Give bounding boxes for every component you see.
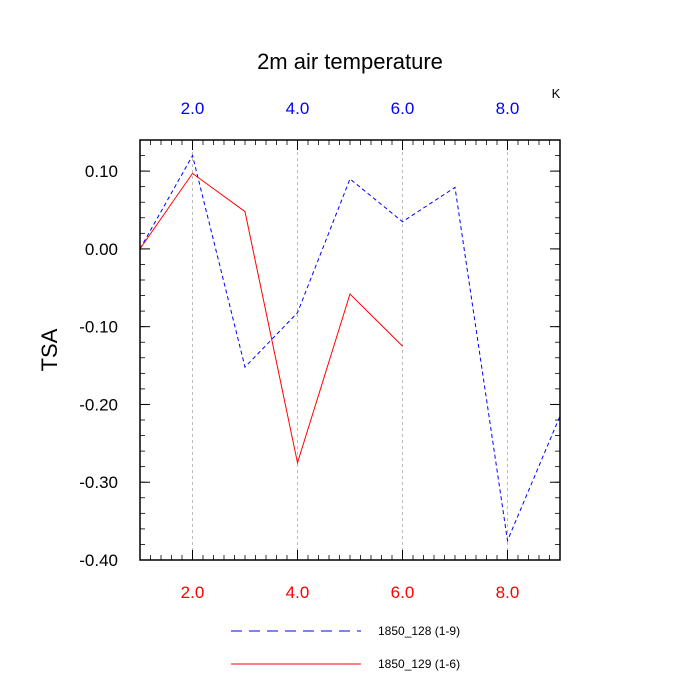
y-tick-label: -0.20 bbox=[79, 395, 118, 414]
series-line-1 bbox=[139, 154, 561, 543]
units-label: K bbox=[552, 86, 561, 101]
y-tick-label: -0.40 bbox=[79, 551, 118, 570]
x-tick-label-top: 6.0 bbox=[391, 99, 415, 118]
series-line-2 bbox=[139, 172, 403, 465]
x-tick-label-top: 2.0 bbox=[181, 99, 205, 118]
y-tick-label: 0.10 bbox=[85, 162, 118, 181]
plot-frame bbox=[139, 139, 561, 561]
series-group bbox=[139, 154, 561, 543]
chart-title: 2m air temperature bbox=[257, 49, 443, 74]
grid bbox=[192, 140, 508, 560]
x-tick-label-top: 8.0 bbox=[496, 99, 520, 118]
x-tick-label-bottom: 6.0 bbox=[391, 583, 415, 602]
x-tick-label-top: 4.0 bbox=[286, 99, 310, 118]
y-tick-label: -0.30 bbox=[79, 473, 118, 492]
x-tick-label-bottom: 4.0 bbox=[286, 583, 310, 602]
y-axis-label: TSA bbox=[37, 328, 62, 371]
legend-label-2: 1850_129 (1-6) bbox=[378, 657, 460, 671]
x-tick-label-bottom: 8.0 bbox=[496, 583, 520, 602]
x-tick-label-bottom: 2.0 bbox=[181, 583, 205, 602]
y-tick-label: -0.10 bbox=[79, 318, 118, 337]
axis-ticks: 2.0 2.0 4.0 4.0 6.0 6.0 8.0 8.0 0.10 0.00 -0.10 -0.… bbox=[79, 99, 561, 602]
y-tick-label: 0.00 bbox=[85, 240, 118, 259]
legend-label-1: 1850_128 (1-9) bbox=[378, 624, 460, 638]
legend: 1850_128 (1-9) 1850_129 (1-6) bbox=[231, 624, 460, 671]
